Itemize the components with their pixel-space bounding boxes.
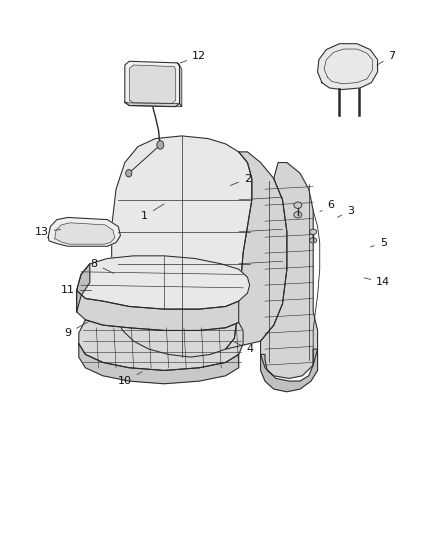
Ellipse shape bbox=[294, 202, 302, 208]
Polygon shape bbox=[261, 163, 318, 378]
Polygon shape bbox=[79, 320, 243, 370]
Text: 5: 5 bbox=[371, 238, 387, 247]
Polygon shape bbox=[77, 264, 90, 312]
Text: 11: 11 bbox=[61, 286, 92, 295]
Polygon shape bbox=[125, 102, 182, 107]
Ellipse shape bbox=[310, 229, 317, 235]
Text: 13: 13 bbox=[35, 227, 61, 237]
Text: 7: 7 bbox=[377, 51, 396, 65]
Polygon shape bbox=[55, 223, 115, 244]
Polygon shape bbox=[130, 65, 176, 103]
Text: 14: 14 bbox=[364, 278, 390, 287]
Text: 3: 3 bbox=[338, 206, 354, 217]
Ellipse shape bbox=[294, 212, 302, 218]
Text: 6: 6 bbox=[320, 200, 334, 212]
Text: 10: 10 bbox=[118, 372, 142, 386]
Polygon shape bbox=[48, 217, 120, 246]
Polygon shape bbox=[318, 44, 378, 90]
Polygon shape bbox=[77, 290, 239, 330]
Text: 1: 1 bbox=[141, 204, 164, 221]
Circle shape bbox=[126, 169, 132, 177]
Circle shape bbox=[157, 141, 164, 149]
Polygon shape bbox=[77, 256, 250, 309]
Text: 8: 8 bbox=[91, 259, 113, 273]
Polygon shape bbox=[112, 136, 252, 357]
Text: 4: 4 bbox=[235, 342, 253, 354]
Polygon shape bbox=[226, 152, 287, 349]
Polygon shape bbox=[79, 344, 239, 384]
Polygon shape bbox=[261, 349, 318, 392]
Polygon shape bbox=[125, 61, 180, 107]
Text: 9: 9 bbox=[64, 321, 89, 338]
Text: 12: 12 bbox=[180, 51, 206, 63]
Polygon shape bbox=[177, 63, 182, 107]
Ellipse shape bbox=[310, 238, 317, 243]
Text: 2: 2 bbox=[230, 174, 251, 185]
